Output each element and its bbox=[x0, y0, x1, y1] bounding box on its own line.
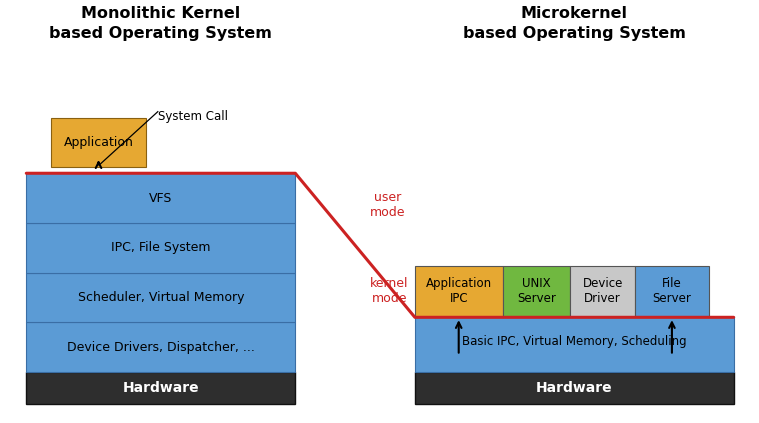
Text: Basic IPC, Virtual Memory, Scheduling: Basic IPC, Virtual Memory, Scheduling bbox=[462, 335, 687, 349]
FancyBboxPatch shape bbox=[27, 322, 295, 372]
FancyBboxPatch shape bbox=[415, 372, 734, 404]
Text: Monolithic Kernel
based Operating System: Monolithic Kernel based Operating System bbox=[49, 6, 272, 41]
Text: Device
Driver: Device Driver bbox=[582, 277, 623, 305]
FancyBboxPatch shape bbox=[415, 266, 502, 317]
Text: File
Server: File Server bbox=[653, 277, 691, 305]
FancyBboxPatch shape bbox=[415, 317, 734, 372]
Text: Microkernel
based Operating System: Microkernel based Operating System bbox=[463, 6, 685, 41]
FancyBboxPatch shape bbox=[27, 372, 295, 404]
Text: user
mode: user mode bbox=[370, 191, 405, 219]
Text: Hardware: Hardware bbox=[536, 381, 613, 395]
Text: Application
IPC: Application IPC bbox=[426, 277, 492, 305]
FancyBboxPatch shape bbox=[635, 266, 709, 317]
Text: kernel
mode: kernel mode bbox=[370, 277, 408, 305]
Text: IPC, File System: IPC, File System bbox=[111, 241, 210, 254]
FancyBboxPatch shape bbox=[570, 266, 635, 317]
FancyBboxPatch shape bbox=[51, 118, 146, 167]
Text: Device Drivers, Dispatcher, ...: Device Drivers, Dispatcher, ... bbox=[67, 341, 255, 354]
FancyBboxPatch shape bbox=[27, 223, 295, 272]
Text: Hardware: Hardware bbox=[122, 381, 199, 395]
FancyBboxPatch shape bbox=[502, 266, 570, 317]
Text: UNIX
Server: UNIX Server bbox=[517, 277, 556, 305]
Text: Application: Application bbox=[64, 136, 134, 149]
Text: Scheduler, Virtual Memory: Scheduler, Virtual Memory bbox=[77, 291, 244, 304]
FancyBboxPatch shape bbox=[27, 173, 295, 223]
Text: System Call: System Call bbox=[158, 110, 228, 123]
Text: VFS: VFS bbox=[149, 192, 172, 205]
FancyBboxPatch shape bbox=[27, 272, 295, 322]
